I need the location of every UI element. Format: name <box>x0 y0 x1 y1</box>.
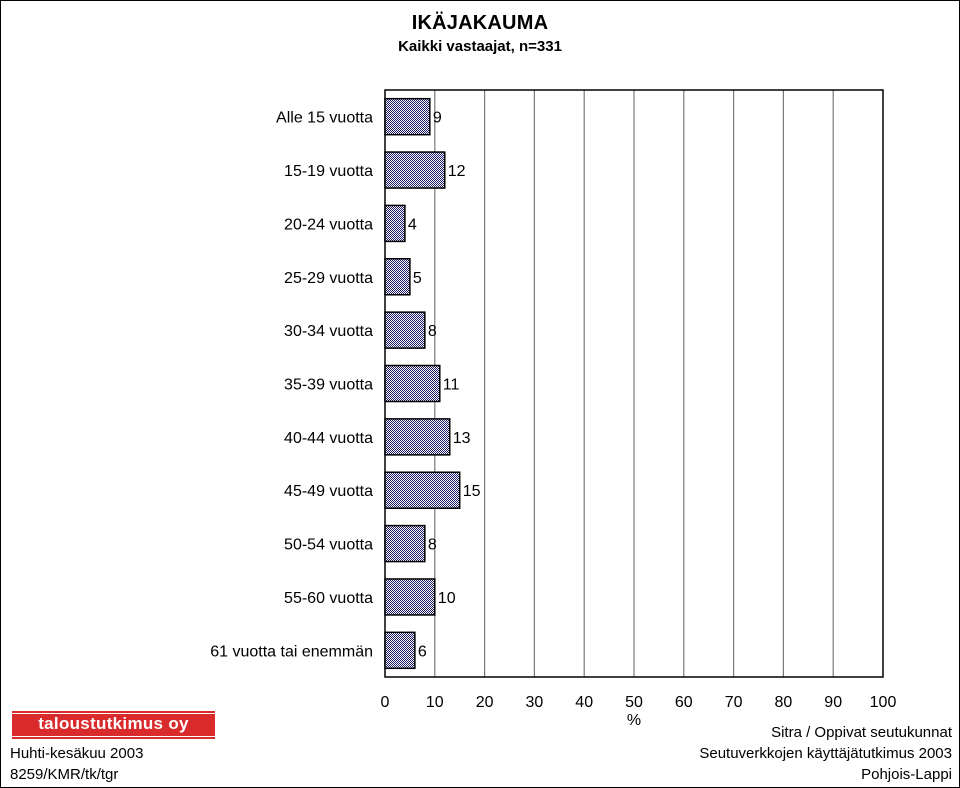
category-label: 40-44 vuotta <box>284 430 373 447</box>
bar <box>384 578 436 616</box>
x-tick-label: 10 <box>426 694 444 711</box>
value-label: 8 <box>428 537 437 554</box>
company-logo: taloustutkimus oy <box>12 711 215 739</box>
x-tick-label: 30 <box>526 694 544 711</box>
category-label: 35-39 vuotta <box>284 377 373 394</box>
x-tick-label: 90 <box>824 694 842 711</box>
bar <box>384 97 431 136</box>
category-label: 55-60 vuotta <box>284 590 373 607</box>
value-label: 8 <box>428 323 437 340</box>
bars <box>384 97 461 670</box>
grid-lines <box>434 90 834 677</box>
project-code: 8259/KMR/tk/tgr <box>10 766 119 783</box>
category-label: 50-54 vuotta <box>284 537 373 554</box>
value-label: 13 <box>453 430 471 447</box>
value-label: 11 <box>443 377 460 394</box>
category-label: 45-49 vuotta <box>284 483 373 500</box>
x-tick-label: 50 <box>625 694 643 711</box>
survey-period: Huhti-kesäkuu 2003 <box>10 745 144 762</box>
region-name: Pohjois-Lappi <box>861 766 952 783</box>
category-label: 20-24 vuotta <box>284 216 373 233</box>
bar <box>384 151 446 189</box>
bar <box>384 631 416 670</box>
bar <box>384 524 426 563</box>
x-tick-label: 100 <box>870 694 897 711</box>
x-tick-label: 70 <box>725 694 743 711</box>
value-label: 6 <box>418 643 427 660</box>
category-label: 15-19 vuotta <box>284 163 373 180</box>
value-label: 9 <box>433 110 442 127</box>
value-label: 5 <box>413 270 422 287</box>
value-label: 12 <box>448 163 466 180</box>
bar <box>384 204 406 243</box>
x-tick-label: 0 <box>381 694 390 711</box>
value-label: 10 <box>438 590 456 607</box>
category-labels: Alle 15 vuotta 15-19 vuotta 20-24 vuotta 25… <box>210 110 373 661</box>
category-label: 25-29 vuotta <box>284 270 373 287</box>
x-axis-label: % <box>627 712 641 729</box>
bar <box>384 471 461 509</box>
category-label: Alle 15 vuotta <box>276 110 373 127</box>
category-label: 30-34 vuotta <box>284 323 373 340</box>
chart-subtitle: Kaikki vastaajat, n=331 <box>398 38 562 55</box>
bar <box>384 364 441 403</box>
bar <box>384 258 411 296</box>
category-label: 61 vuotta tai enemmän <box>210 643 373 660</box>
chart-title: IKÄJAKAUMA <box>411 12 549 34</box>
x-tick-label: 40 <box>575 694 593 711</box>
x-tick-labels: 0 10 20 30 40 50 60 70 80 90 100 <box>381 694 897 711</box>
value-labels: 9 12 4 5 8 11 13 15 8 10 6 <box>408 110 481 661</box>
x-tick-label: 20 <box>476 694 494 711</box>
bar <box>384 311 426 349</box>
study-name: Seutuverkkojen käyttäjätutkimus 2003 <box>699 745 952 762</box>
x-tick-label: 60 <box>675 694 693 711</box>
value-label: 15 <box>463 483 481 500</box>
x-tick-label: 80 <box>775 694 793 711</box>
bar <box>384 418 451 456</box>
client-name: Sitra / Oppivat seutukunnat <box>771 724 952 741</box>
logo-text: taloustutkimus oy <box>38 714 189 733</box>
value-label: 4 <box>408 216 417 233</box>
